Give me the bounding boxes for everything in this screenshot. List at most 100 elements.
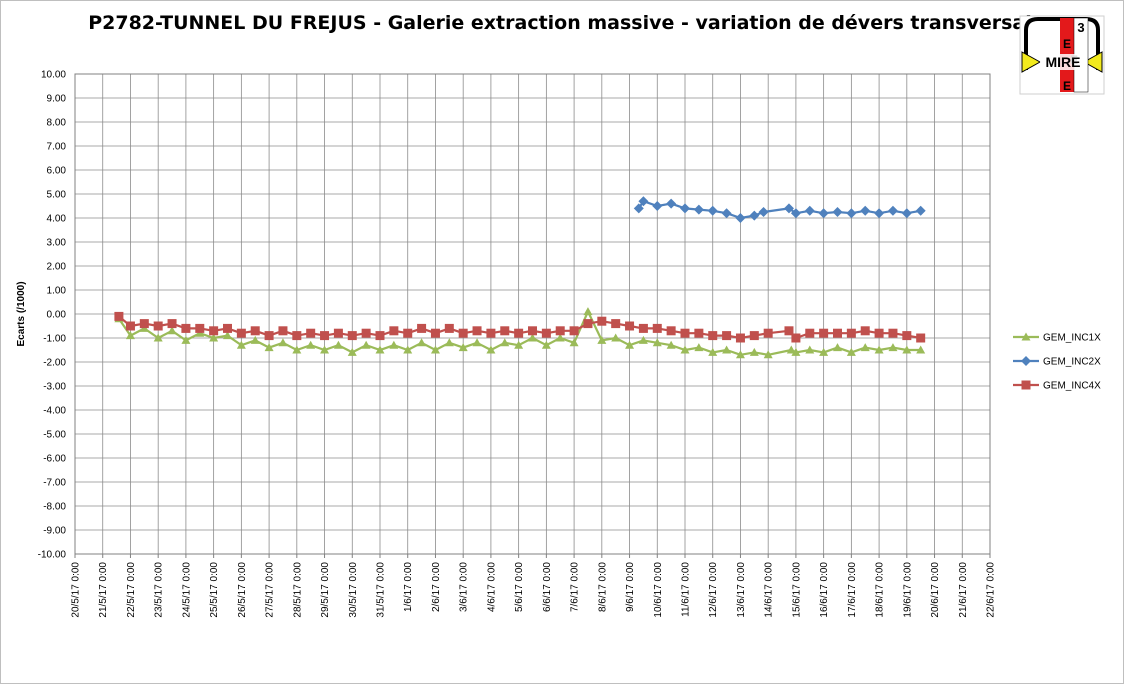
data-point-gem-inc4x	[430, 328, 440, 338]
x-tick-label: 26/5/17 0:00	[237, 562, 248, 618]
x-tick-label: 7/6/17 0:00	[570, 562, 581, 612]
data-point-gem-inc2x	[832, 207, 843, 217]
data-point-gem-inc4x	[708, 331, 718, 341]
x-tick-label: 30/5/17 0:00	[348, 562, 359, 618]
x-tick-label: 22/6/17 0:00	[986, 562, 997, 618]
data-point-gem-inc4x	[347, 331, 357, 341]
x-tick-label: 4/6/17 0:00	[486, 562, 497, 612]
y-tick-label: 0.00	[47, 310, 67, 321]
y-tick-label: -1.00	[43, 334, 66, 345]
data-point-gem-inc4x	[514, 328, 524, 338]
data-point-gem-inc4x	[125, 321, 135, 331]
series-gem-inc1x	[114, 307, 926, 359]
data-point-gem-inc1x	[361, 340, 371, 349]
x-tick-label: 1/6/17 0:00	[403, 562, 414, 612]
x-tick-label: 8/6/17 0:00	[597, 562, 608, 612]
x-tick-label: 3/6/17 0:00	[459, 562, 470, 612]
data-point-gem-inc4x	[417, 323, 427, 333]
x-tick-label: 15/6/17 0:00	[791, 562, 802, 618]
y-tick-label: 6.00	[47, 166, 67, 177]
data-point-gem-inc4x	[805, 328, 815, 338]
x-tick-label: 5/6/17 0:00	[514, 562, 525, 612]
y-tick-label: -2.00	[43, 358, 66, 369]
x-tick-label: 17/6/17 0:00	[847, 562, 858, 618]
series-line-gem-inc2x	[637, 200, 921, 220]
legend-label: GEM_INC2X	[1043, 357, 1101, 368]
x-tick-label: 27/5/17 0:00	[265, 562, 276, 618]
data-point-gem-inc1x	[666, 340, 676, 349]
data-point-gem-inc1x	[375, 345, 385, 354]
data-point-gem-inc4x	[680, 328, 690, 338]
data-point-gem-inc4x	[791, 333, 801, 343]
data-point-gem-inc4x	[195, 323, 205, 333]
data-point-gem-inc1x	[528, 333, 537, 342]
data-point-gem-inc1x	[652, 338, 662, 347]
data-point-gem-inc4x	[320, 331, 330, 341]
x-tick-label: 14/6/17 0:00	[764, 562, 775, 618]
series	[114, 196, 926, 359]
data-point-gem-inc4x	[583, 319, 593, 329]
data-point-gem-inc1x	[694, 343, 704, 352]
data-point-gem-inc1x	[786, 345, 796, 354]
data-point-gem-inc1x	[569, 338, 579, 347]
data-point-gem-inc2x	[721, 208, 732, 219]
data-point-gem-inc4x	[236, 328, 246, 338]
data-point-gem-inc1x	[125, 331, 135, 340]
data-point-gem-inc1x	[250, 335, 260, 344]
x-tick-label: 6/6/17 0:00	[542, 562, 553, 612]
data-point-gem-inc1x	[597, 335, 607, 344]
data-point-gem-inc1x	[819, 347, 829, 356]
x-tick-label: 23/5/17 0:00	[154, 562, 165, 618]
data-point-gem-inc1x	[722, 345, 732, 354]
y-tick-label: -3.00	[43, 382, 66, 393]
data-point-gem-inc4x	[763, 328, 773, 338]
data-point-gem-inc1x	[264, 343, 274, 352]
data-point-gem-inc4x	[555, 326, 565, 336]
data-point-gem-inc4x	[694, 328, 704, 338]
data-point-gem-inc1x	[860, 343, 870, 352]
data-point-gem-inc4x	[541, 328, 551, 338]
data-point-gem-inc1x	[763, 350, 773, 359]
data-point-gem-inc4x	[833, 328, 842, 338]
data-point-gem-inc4x	[278, 326, 288, 336]
data-point-gem-inc2x	[818, 208, 829, 219]
data-point-gem-inc4x	[569, 326, 579, 336]
x-tick-label: 2/6/17 0:00	[431, 562, 442, 612]
data-point-gem-inc2x	[874, 208, 885, 219]
data-point-gem-inc4x	[846, 328, 856, 338]
data-point-gem-inc2x	[633, 203, 644, 214]
legend-marker	[1021, 356, 1031, 366]
data-point-gem-inc1x	[888, 343, 898, 352]
data-point-gem-inc1x	[417, 338, 427, 347]
data-point-gem-inc1x	[625, 340, 635, 349]
data-point-gem-inc4x	[403, 328, 413, 338]
data-point-gem-inc4x	[597, 316, 607, 326]
data-point-gem-inc1x	[333, 340, 343, 349]
x-axis-ticks: 20/5/17 0:00 21/5/17 0:00 22/5/17 0:00 23/5…	[71, 554, 997, 618]
data-point-gem-inc2x	[804, 205, 815, 216]
data-point-gem-inc4x	[666, 326, 676, 336]
data-point-gem-inc1x	[708, 347, 718, 356]
data-point-gem-inc1x	[735, 350, 745, 359]
y-tick-label: -8.00	[43, 502, 66, 513]
y-axis-label: Ecarts (/1000)	[16, 281, 27, 346]
data-point-gem-inc2x	[652, 201, 663, 211]
data-point-gem-inc4x	[819, 328, 829, 338]
data-point-gem-inc4x	[860, 326, 870, 336]
data-point-gem-inc1x	[153, 333, 163, 342]
data-point-gem-inc4x	[114, 311, 124, 321]
x-tick-label: 31/5/17 0:00	[376, 562, 387, 618]
data-point-gem-inc1x	[167, 326, 177, 335]
data-point-gem-inc4x	[472, 326, 482, 336]
data-point-gem-inc2x	[790, 208, 801, 219]
data-point-gem-inc4x	[306, 328, 316, 338]
data-point-gem-inc4x	[722, 331, 732, 341]
data-point-gem-inc4x	[209, 326, 219, 336]
x-tick-label: 21/6/17 0:00	[958, 562, 969, 618]
y-tick-label: 3.00	[47, 238, 67, 249]
x-tick-label: 21/5/17 0:00	[98, 562, 109, 618]
y-tick-label: -10.00	[38, 550, 67, 561]
data-point-gem-inc2x	[693, 204, 704, 215]
data-point-gem-inc4x	[139, 319, 149, 329]
data-point-gem-inc2x	[901, 208, 912, 219]
